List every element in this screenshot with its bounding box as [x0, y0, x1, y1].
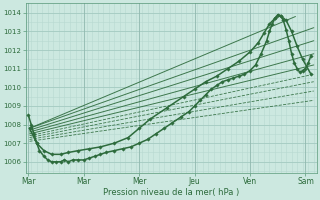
X-axis label: Pression niveau de la mer( hPa ): Pression niveau de la mer( hPa )	[103, 188, 239, 197]
